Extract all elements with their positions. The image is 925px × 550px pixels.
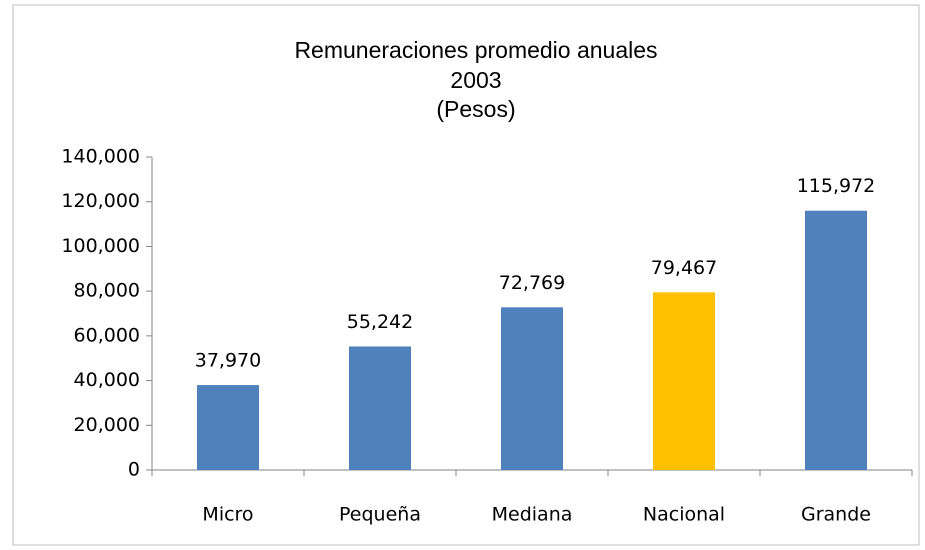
value-label: 72,769 (499, 272, 565, 294)
y-tick-label: 100,000 (61, 235, 140, 257)
chart-title: (Pesos) (436, 96, 515, 122)
bar (349, 346, 411, 470)
chart-title: Remuneraciones promedio anuales (294, 37, 657, 63)
value-label: 55,242 (347, 311, 413, 333)
chart-frame (12, 4, 920, 546)
x-tick-label: Grande (801, 504, 871, 526)
y-tick-label: 20,000 (74, 414, 140, 436)
value-label: 37,970 (195, 350, 261, 372)
y-tick-label: 40,000 (74, 369, 140, 391)
y-tick-label: 140,000 (61, 146, 140, 168)
bar (501, 307, 563, 470)
y-tick-label: 80,000 (74, 280, 140, 302)
y-tick-label: 120,000 (61, 190, 140, 212)
x-tick-label: Nacional (643, 504, 725, 526)
bar (653, 292, 715, 470)
x-tick-label: Micro (202, 504, 253, 526)
bar (197, 385, 259, 470)
value-label: 79,467 (651, 257, 717, 279)
x-tick-label: Mediana (492, 504, 573, 526)
x-tick-label: Pequeña (339, 504, 421, 526)
chart-title: 2003 (450, 67, 501, 93)
y-tick-label: 0 (128, 459, 140, 481)
y-tick-label: 60,000 (74, 324, 140, 346)
bar (805, 210, 867, 471)
value-label: 115,972 (797, 175, 876, 197)
